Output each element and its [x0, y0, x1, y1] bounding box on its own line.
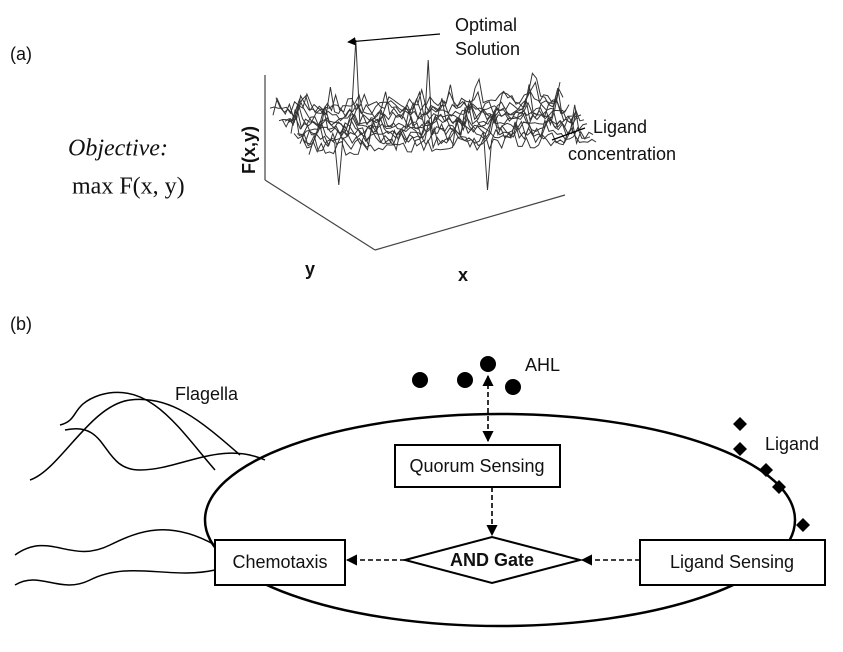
- z-axis-label: F(x,y): [239, 126, 259, 174]
- ligand-label: Ligand: [765, 434, 819, 454]
- annotation: Optimal: [455, 15, 517, 35]
- surface-line: [297, 60, 584, 143]
- ahl-molecules: [412, 356, 521, 395]
- surface: [270, 40, 596, 190]
- panel-label: (b): [10, 314, 32, 334]
- annotation: Solution: [455, 39, 520, 59]
- annotation: concentration: [568, 144, 676, 164]
- node-label: Chemotaxis: [232, 552, 327, 572]
- figure: (a) Objective: max F(x, y) F(x,y) y x Op…: [0, 0, 843, 652]
- y-axis-label: y: [305, 259, 315, 279]
- panel-label: (a): [10, 44, 32, 64]
- page: {"panel_a": {"label": "(a)", "objective"…: [0, 0, 843, 652]
- annotation: Ligand: [593, 117, 647, 137]
- node-label: AND Gate: [450, 550, 534, 570]
- node-label: Ligand Sensing: [670, 552, 794, 572]
- arrow: [348, 34, 440, 42]
- node-label: Quorum Sensing: [409, 456, 544, 476]
- objective: Objective:: [68, 136, 168, 162]
- formula: max F(x, y): [72, 174, 185, 200]
- flagella-label: Flagella: [175, 384, 239, 404]
- x-axis-label: x: [458, 265, 468, 285]
- ahl-label: AHL: [525, 355, 560, 375]
